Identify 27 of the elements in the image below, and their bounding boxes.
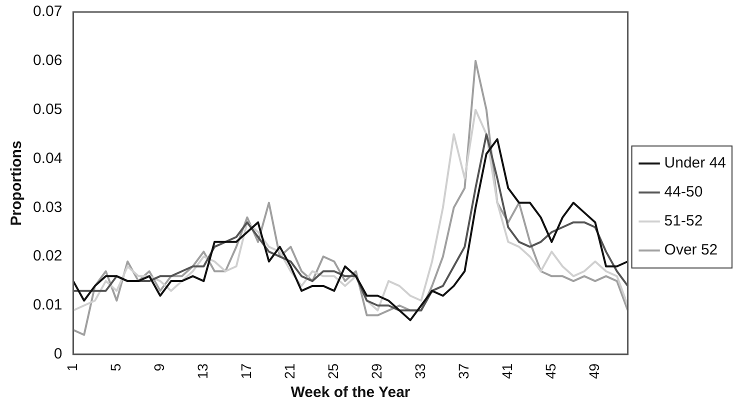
y-tick-label: 0.05 [32, 100, 62, 118]
y-tick-label: 0.02 [32, 248, 62, 265]
y-tick-label: 0 [54, 346, 62, 363]
x-tick-label: 37 [456, 363, 472, 380]
y-tick-label: 0.01 [32, 296, 62, 314]
x-tick-label: 33 [412, 363, 428, 380]
y-axis-title: Proportions [8, 140, 26, 226]
legend-label: Under 44 [664, 154, 726, 172]
x-axis-title: Week of the Year [290, 384, 410, 402]
x-tick-label: 1 [64, 363, 80, 372]
legend-label: Over 52 [664, 242, 718, 259]
x-tick-label: 29 [368, 363, 385, 380]
y-tick-label: 0.03 [32, 198, 62, 216]
x-tick-label: 17 [238, 363, 254, 380]
legend-label: 51-52 [664, 212, 703, 230]
x-tick-label: 45 [542, 363, 559, 380]
x-tick-label: 9 [151, 363, 168, 372]
x-tick-label: 41 [499, 363, 516, 380]
x-tick-label: 25 [325, 363, 342, 380]
y-tick-label: 0.06 [32, 52, 62, 70]
x-tick-label: 21 [282, 363, 298, 380]
y-tick-label: 0.04 [32, 150, 62, 167]
legend-label: 44-50 [664, 184, 703, 201]
x-tick-label: 13 [194, 363, 211, 380]
x-tick-label: 5 [108, 363, 124, 372]
x-tick-label: 49 [586, 363, 602, 380]
y-tick-label: 0.07 [32, 3, 62, 20]
